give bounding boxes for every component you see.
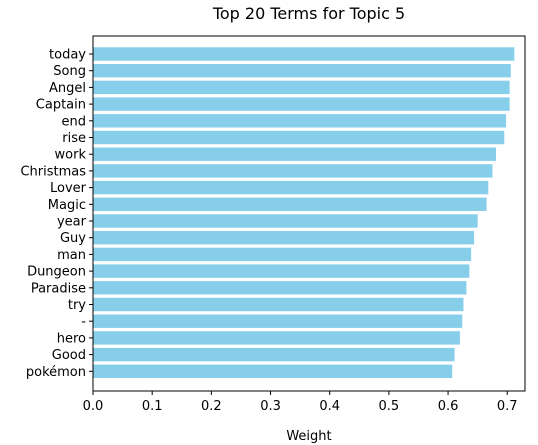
bar-4	[93, 114, 507, 128]
y-tick-label-18: Good	[52, 348, 86, 363]
y-tick-label-0: today	[49, 48, 86, 63]
y-tick-label-6: work	[55, 148, 87, 163]
x-tick-label-4: 0.4	[319, 399, 340, 414]
y-tick-label-7: Christmas	[20, 164, 86, 179]
y-tick-label-2: Angel	[49, 81, 86, 96]
x-tick-label-0: 0.0	[83, 399, 104, 414]
bar-16	[93, 314, 463, 328]
y-tick-label-16: -	[81, 315, 86, 330]
y-tick-label-1: Song	[53, 64, 86, 79]
x-tick-label-5: 0.5	[379, 399, 400, 414]
x-tick-label-2: 0.2	[201, 399, 222, 414]
bar-1	[93, 64, 511, 78]
bar-12	[93, 247, 472, 262]
bars-group	[93, 47, 515, 378]
bar-17	[93, 331, 460, 345]
bar-9	[93, 197, 487, 211]
y-tick-label-9: Magic	[48, 198, 86, 213]
chart-title: Top 20 Terms for Topic 5	[212, 4, 405, 23]
bar-14	[93, 281, 467, 295]
bar-15	[93, 297, 464, 312]
y-tick-label-15: try	[68, 298, 86, 313]
bar-19	[93, 364, 453, 378]
y-tick-label-12: man	[57, 248, 86, 263]
bar-0	[93, 47, 515, 61]
x-tick-label-1: 0.1	[142, 399, 163, 414]
bar-8	[93, 180, 489, 195]
bar-13	[93, 264, 470, 278]
y-tick-label-4: end	[62, 114, 87, 129]
x-axis-ticks: 0.0 0.1 0.2 0.3 0.4 0.5 0.6 0.7	[83, 391, 518, 414]
y-tick-label-11: Guy	[60, 231, 86, 246]
bar-11	[93, 231, 475, 245]
bar-5	[93, 130, 505, 145]
bar-7	[93, 164, 493, 178]
y-tick-label-19: pokémon	[26, 365, 86, 380]
y-tick-label-8: Lover	[50, 181, 87, 196]
bar-18	[93, 347, 455, 362]
bar-2	[93, 80, 510, 95]
bar-3	[93, 97, 510, 111]
x-tick-label-3: 0.3	[260, 399, 281, 414]
x-tick-label-6: 0.6	[438, 399, 459, 414]
x-tick-label-7: 0.7	[497, 399, 518, 414]
y-tick-label-10: year	[57, 215, 87, 230]
y-tick-label-13: Dungeon	[27, 265, 86, 280]
x-axis-label: Weight	[286, 429, 331, 444]
y-tick-label-14: Paradise	[31, 281, 86, 296]
y-tick-label-5: rise	[62, 131, 86, 146]
bar-10	[93, 214, 478, 228]
y-tick-label-3: Captain	[36, 98, 86, 113]
bar-6	[93, 147, 497, 161]
plot-frame	[92, 35, 526, 392]
y-tick-label-17: hero	[57, 331, 86, 346]
